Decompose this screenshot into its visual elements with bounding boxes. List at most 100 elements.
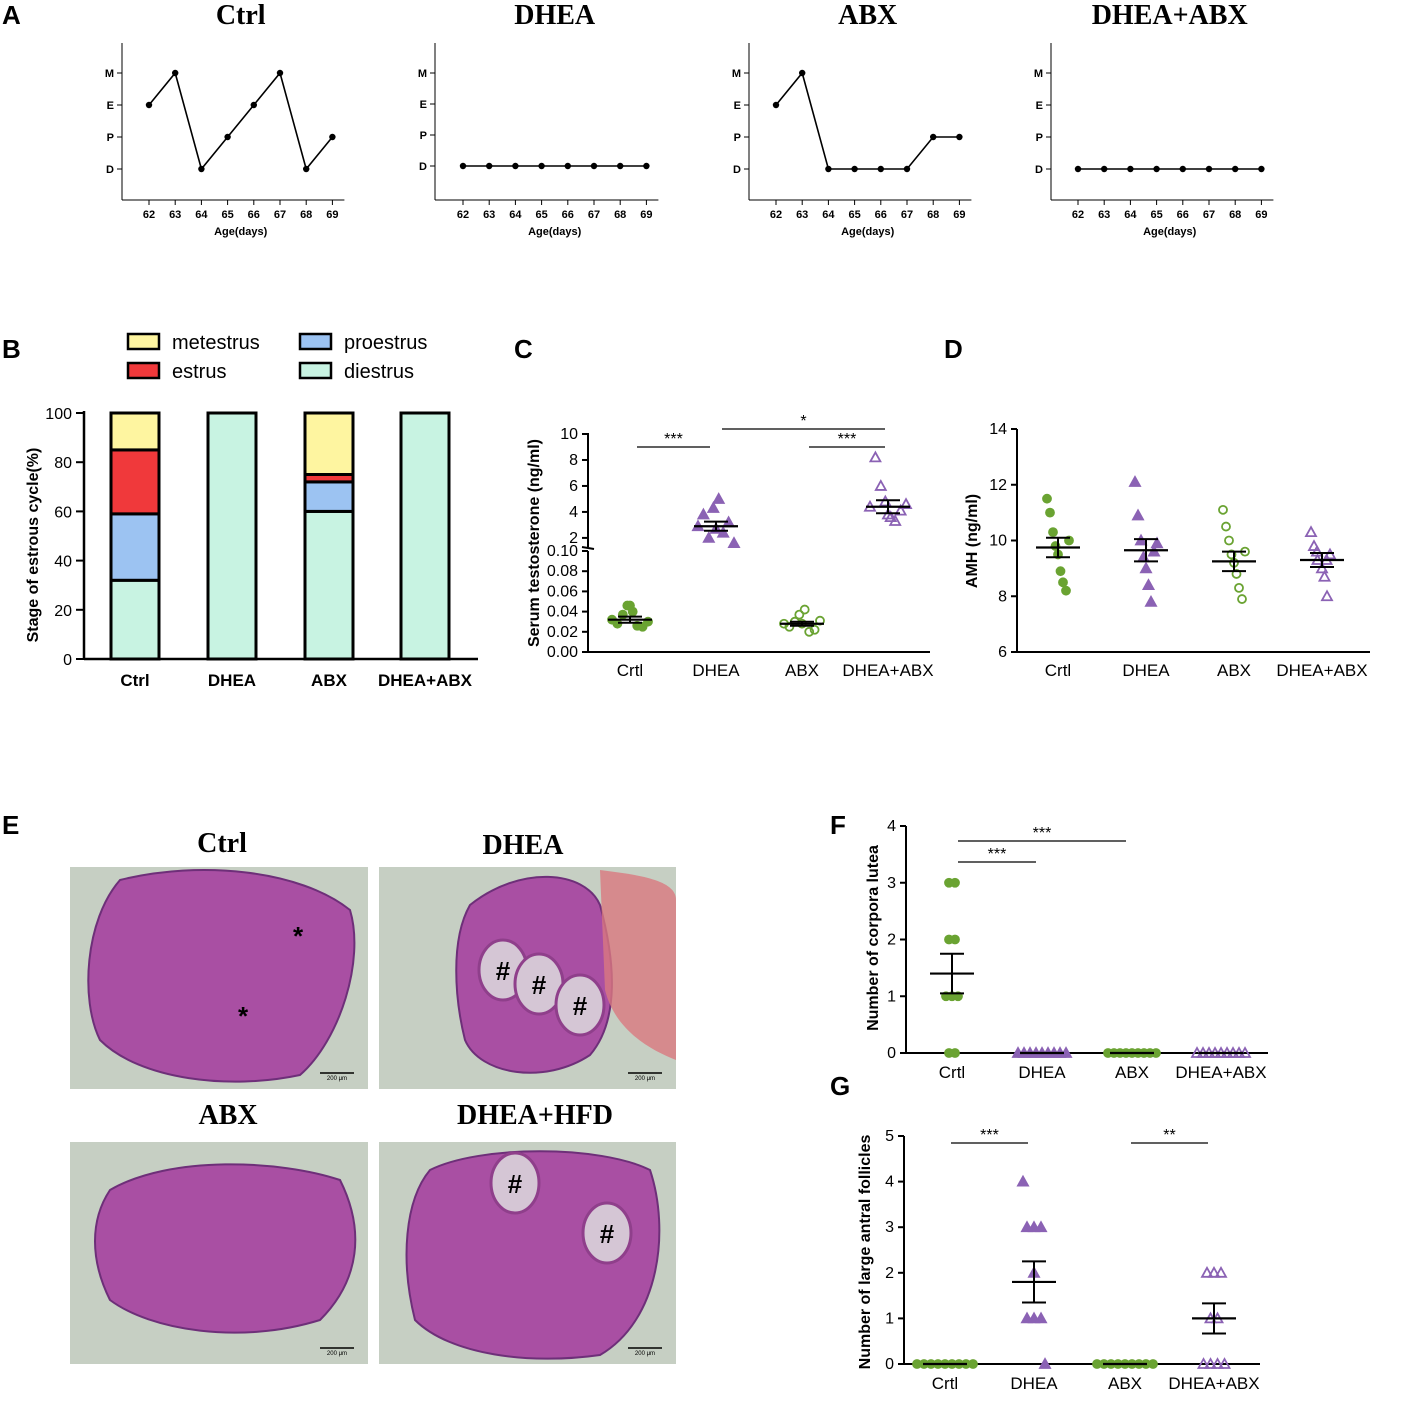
y-tick-label: 0.06 <box>547 583 578 600</box>
histology-marker: # <box>573 991 588 1021</box>
legend-label-diestrus: diestrus <box>344 361 414 383</box>
cycle-x-tick-label: 69 <box>640 209 652 221</box>
data-point <box>868 450 882 463</box>
y-tick-label: 4 <box>887 818 896 835</box>
cycle-x-tick-label: 69 <box>1255 209 1267 221</box>
ovary-histology-images: Ctrl * * 200 μm DHEA # # #200 μm ABX 200 μm DHEA+H… <box>70 828 676 1364</box>
cycle-x-tick-label: 69 <box>953 209 965 221</box>
panel-label-d: D <box>944 334 963 364</box>
y-tick-label: 1 <box>885 1310 894 1327</box>
data-point <box>1224 535 1234 546</box>
significance-label: *** <box>1033 825 1052 842</box>
panel-label-e: E <box>2 810 19 840</box>
data-point <box>888 514 902 526</box>
cycle-point <box>198 165 205 173</box>
cycle-point <box>1101 165 1108 173</box>
y-tick-label: 14 <box>989 421 1007 438</box>
data-point <box>702 531 716 543</box>
data-point <box>1200 1265 1214 1278</box>
cycle-line <box>148 71 334 171</box>
category-label: Crtl <box>932 1374 958 1393</box>
cycle-x-tick-label: 66 <box>562 209 574 221</box>
data-point <box>1034 1311 1048 1324</box>
data-point <box>1234 582 1244 593</box>
scale-bar-label: 200 μm <box>327 1076 347 1082</box>
legend-swatch-metestrus <box>126 332 161 351</box>
category-label: DHEA <box>1122 661 1170 680</box>
cycle-x-tick-label: 67 <box>1203 209 1215 221</box>
cycle-y-tick-label: E <box>734 100 741 112</box>
data-point <box>1148 1359 1158 1369</box>
y-tick-label: 8 <box>998 588 1007 605</box>
category-label: DHEA <box>1010 1374 1058 1393</box>
panel-label-g: G <box>830 1071 850 1101</box>
significance-label: ** <box>1163 1127 1175 1144</box>
data-point <box>1042 493 1052 504</box>
data-point <box>874 479 888 491</box>
cycle-point <box>329 133 336 141</box>
data-point <box>794 609 805 620</box>
stage-category-label: DHEA+ABX <box>378 671 473 690</box>
histology-title: DHEA+HFD <box>457 1100 613 1131</box>
cycle-y-tick-label: E <box>420 99 427 111</box>
y-tick-label: 0.04 <box>547 604 578 621</box>
data-point <box>1218 504 1228 515</box>
stage-y-tick-label: 80 <box>54 455 72 472</box>
y-tick-label: 4 <box>569 504 578 521</box>
bar-segment-proestrus <box>109 512 161 582</box>
stage-y-tick-label: 20 <box>54 603 72 620</box>
significance-label: *** <box>664 431 683 448</box>
y-tick-label: 0.02 <box>547 624 578 641</box>
blood-tissue-area <box>600 870 676 1060</box>
y-tick-label: 0.08 <box>547 563 578 580</box>
cycle-x-tick-label: 68 <box>614 209 626 221</box>
cycle-x-tick-label: 62 <box>770 209 782 221</box>
stage-y-tick-label: 40 <box>54 554 72 571</box>
data-point <box>884 510 898 523</box>
stage-y-tick-label: 100 <box>45 406 72 423</box>
cycle-x-tick-label: 64 <box>195 209 208 221</box>
cycle-y-tick-label: D <box>733 164 741 176</box>
y-tick-label: 10 <box>989 533 1007 550</box>
data-point <box>1221 521 1231 532</box>
data-point <box>1150 536 1164 549</box>
cycle-y-tick-label: D <box>419 161 427 173</box>
cycle-y-tick-label: D <box>1035 164 1043 176</box>
significance-label: *** <box>980 1127 999 1144</box>
cycle-chart-title: DHEA+ABX <box>1092 0 1248 31</box>
cycle-chart-title: Ctrl <box>216 0 266 31</box>
amh-scatter-chart: 6 8 10 12 14 Crtl DHEA ABX DHEA+ABX AMH (ng/ml) <box>964 421 1370 680</box>
estrous-stage-stacked-bar-chart: metestrus proestrus estrus diestrus 0 20 40 60 8… <box>25 332 478 690</box>
data-point <box>625 600 635 611</box>
data-point <box>950 934 960 945</box>
data-point <box>1196 1357 1211 1369</box>
cycle-point <box>1232 165 1239 173</box>
category-label: Crtl <box>1045 661 1071 680</box>
cycle-point <box>1153 165 1160 173</box>
data-point <box>727 536 741 549</box>
legend-label-estrus: estrus <box>172 361 226 383</box>
y-tick-label: 1 <box>887 988 896 1005</box>
cycle-x-tick-label: 68 <box>300 209 312 221</box>
cycle-x-axis-label: Age(days) <box>841 226 895 238</box>
category-label: DHEA <box>692 661 740 680</box>
cycle-y-tick-label: D <box>106 164 114 176</box>
ovary-tissue-section <box>94 1163 357 1334</box>
cycle-x-axis-label: Age(days) <box>1143 226 1197 238</box>
cycle-x-tick-label: 62 <box>1072 209 1084 221</box>
ovary-tissue-section <box>405 1150 661 1360</box>
cycle-point <box>930 133 937 141</box>
data-point <box>712 492 726 504</box>
cycle-chart-title: DHEA <box>514 0 596 31</box>
data-point <box>1128 475 1142 487</box>
cycle-y-tick-label: E <box>1036 100 1043 112</box>
y-tick-label: 0 <box>885 1356 894 1373</box>
cycle-x-tick-label: 66 <box>248 209 260 221</box>
legend-swatch-diestrus <box>298 361 333 380</box>
corpora-lutea-scatter-chart: 0 1 2 3 4 Crtl DHEA ABX DHEA+ABX Number of corpor… <box>865 818 1268 1082</box>
data-point <box>799 604 810 615</box>
data-point <box>899 497 913 510</box>
category-label: DHEA+ABX <box>1168 1374 1259 1393</box>
data-point <box>1320 589 1334 602</box>
